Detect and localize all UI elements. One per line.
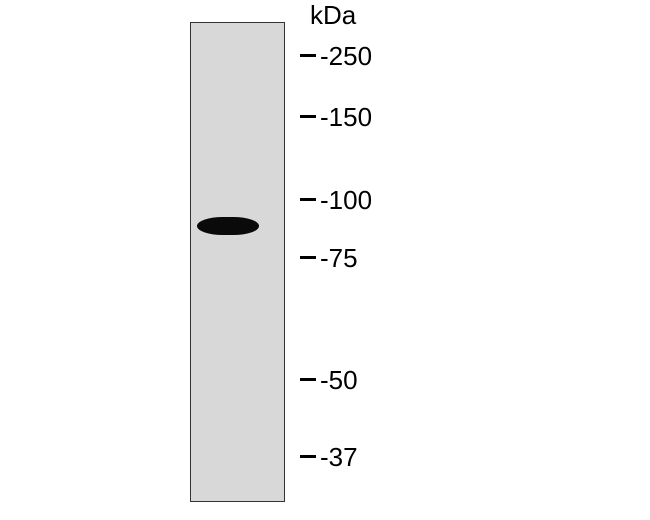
marker-label: -150 xyxy=(320,102,372,133)
marker-label: -50 xyxy=(320,365,358,396)
marker-label: -75 xyxy=(320,243,358,274)
marker-tick xyxy=(300,115,316,118)
marker-tick xyxy=(300,378,316,381)
marker-tick xyxy=(300,54,316,57)
protein-band xyxy=(197,217,259,235)
western-blot-lane xyxy=(190,22,285,502)
unit-label: kDa xyxy=(310,0,356,31)
marker-tick xyxy=(300,256,316,259)
marker-tick xyxy=(300,198,316,201)
marker-tick xyxy=(300,455,316,458)
blot-figure: kDa -250 -150 -100 -75 -50 -37 xyxy=(0,0,650,520)
marker-label: -100 xyxy=(320,185,372,216)
marker-label: -250 xyxy=(320,41,372,72)
marker-label: -37 xyxy=(320,442,358,473)
